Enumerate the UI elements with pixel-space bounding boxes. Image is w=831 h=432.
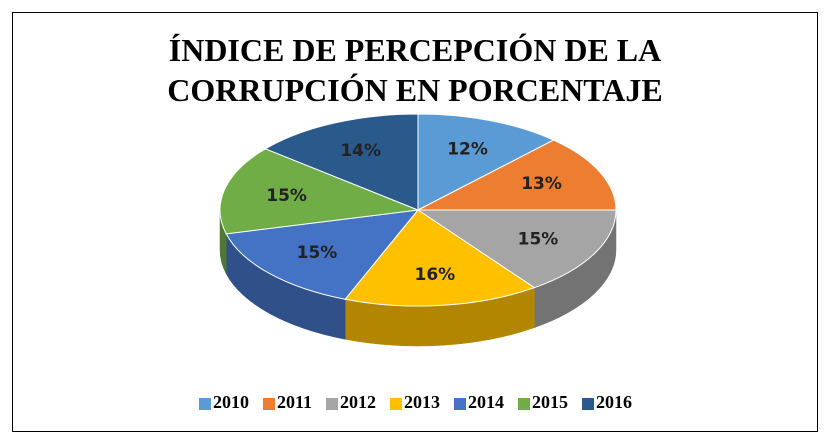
data-label: 13% xyxy=(521,174,562,194)
legend-swatch xyxy=(390,398,403,410)
data-label: 15% xyxy=(266,186,307,206)
slice xyxy=(417,113,555,211)
legend-label: 2014 xyxy=(468,392,504,412)
data-label: 15% xyxy=(518,230,559,250)
slice xyxy=(219,148,419,235)
legend-label: 2010 xyxy=(213,392,249,412)
slice xyxy=(264,113,419,211)
legend-swatch xyxy=(326,398,339,410)
legend-label: 2016 xyxy=(596,392,632,412)
data-label: 14% xyxy=(340,141,381,161)
slice xyxy=(344,209,536,307)
data-label: 12% xyxy=(447,139,488,159)
data-label: 15% xyxy=(297,243,338,263)
data-label: 16% xyxy=(415,265,456,285)
legend-label: 2015 xyxy=(532,392,568,412)
legend-label: 2012 xyxy=(340,392,376,412)
legend-swatch xyxy=(582,398,595,410)
slice xyxy=(416,209,617,289)
slice xyxy=(417,139,617,211)
legend-swatch xyxy=(454,398,467,410)
legend: 2010 2011 2012 2013 2014 2015 2016 xyxy=(198,392,632,412)
slice xyxy=(225,209,420,300)
legend-swatch xyxy=(518,398,531,410)
legend-label: 2013 xyxy=(404,392,440,412)
legend-swatch xyxy=(262,398,275,410)
legend-label: 2011 xyxy=(277,392,312,412)
legend-swatch xyxy=(198,398,211,410)
chart-title: ÍNDICE DE PERCEPCIÓN DE LA CORRUPCIÓN EN… xyxy=(167,32,663,108)
